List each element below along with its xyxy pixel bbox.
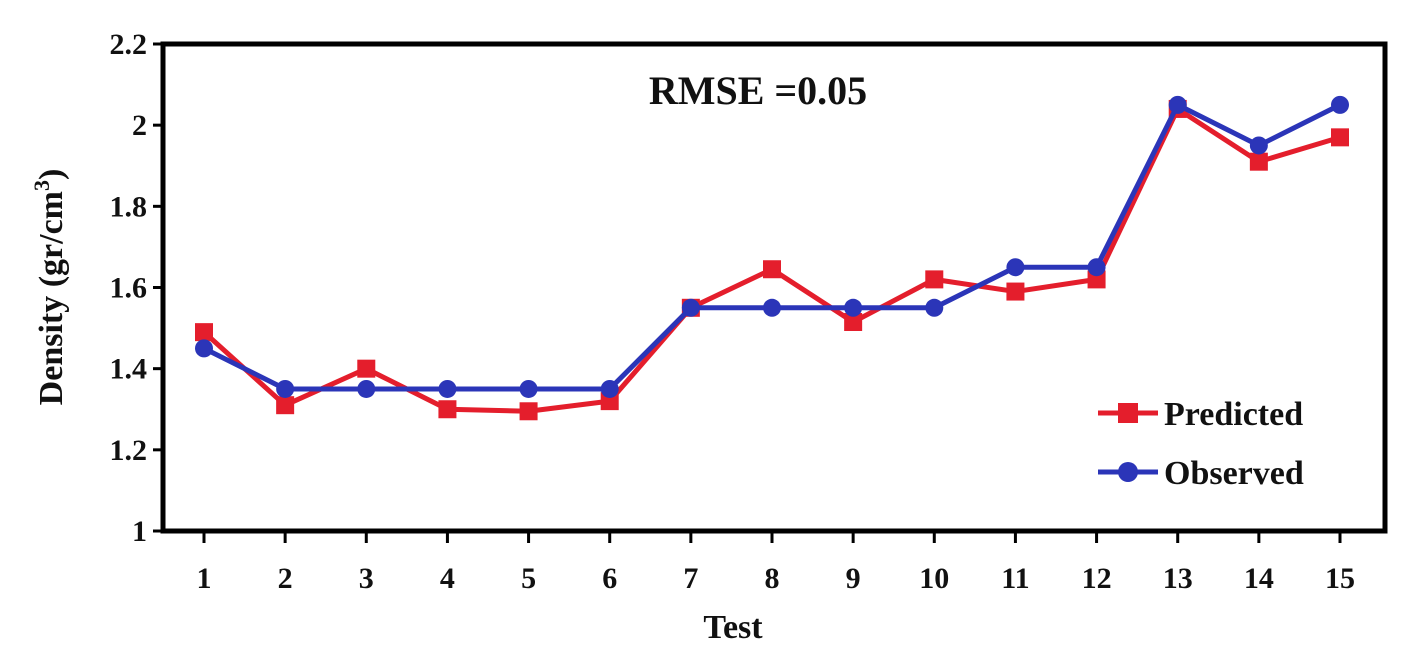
x-tick-label: 3 xyxy=(359,562,374,595)
point-observed xyxy=(519,379,538,398)
legend-observed-marker xyxy=(1118,462,1138,482)
point-observed xyxy=(1331,95,1349,114)
point-predicted xyxy=(519,402,538,421)
y-tick-label: 1.6 xyxy=(110,272,148,305)
x-tick-label: 4 xyxy=(440,562,455,595)
y-axis-title-main: Density (gr/cm xyxy=(33,191,70,405)
y-tick-label: 2 xyxy=(132,109,147,142)
point-observed xyxy=(1168,95,1187,114)
x-tick-label: 8 xyxy=(765,562,780,595)
x-tick-label: 14 xyxy=(1244,562,1274,595)
point-observed xyxy=(438,379,457,398)
legend-item-predicted: Predicted xyxy=(1098,396,1303,433)
y-axis: 1 1.2 1.4 1.6 1.8 2 2.2 xyxy=(110,28,163,548)
point-observed xyxy=(1087,258,1106,277)
x-tick-label: 7 xyxy=(683,562,698,595)
series-observed xyxy=(195,95,1349,398)
x-tick-label: 1 xyxy=(197,562,212,595)
y-axis-title: Density (gr/cm3) xyxy=(29,169,70,406)
point-predicted xyxy=(195,323,213,342)
point-observed xyxy=(600,379,619,398)
point-observed xyxy=(844,298,863,317)
y-tick-label: 2.2 xyxy=(110,28,148,61)
x-tick-label: 11 xyxy=(1001,562,1029,595)
legend-item-observed: Observed xyxy=(1098,455,1304,492)
point-observed xyxy=(763,298,781,317)
legend-predicted-label: Predicted xyxy=(1164,396,1303,433)
x-tick-label: 9 xyxy=(846,562,861,595)
y-tick-label: 1 xyxy=(132,515,147,548)
point-predicted xyxy=(1006,282,1025,301)
point-predicted xyxy=(763,260,781,279)
x-tick-label: 13 xyxy=(1163,562,1193,595)
point-predicted xyxy=(925,270,944,289)
y-axis-title-sup: 3 xyxy=(29,180,54,191)
point-predicted xyxy=(438,400,457,419)
point-observed xyxy=(195,339,213,358)
point-predicted xyxy=(276,396,295,415)
x-tick-label: 10 xyxy=(919,562,949,595)
x-tick-label: 2 xyxy=(278,562,293,595)
y-tick-label: 1.4 xyxy=(110,353,148,386)
point-observed xyxy=(1006,258,1025,277)
point-observed xyxy=(1249,136,1268,155)
rmse-annotation: RMSE =0.05 xyxy=(649,68,867,113)
point-observed xyxy=(681,298,700,317)
point-observed xyxy=(357,379,376,398)
x-tick-label: 6 xyxy=(602,562,617,595)
point-observed xyxy=(925,298,944,317)
x-axis: 1 2 3 4 5 6 7 8 9 10 11 12 13 14 15 xyxy=(197,531,1355,595)
legend-observed-label: Observed xyxy=(1164,455,1304,492)
x-tick-label: 12 xyxy=(1082,562,1112,595)
y-axis-title-close: ) xyxy=(33,169,70,180)
point-predicted xyxy=(844,312,863,331)
y-tick-label: 1.2 xyxy=(110,434,148,467)
series-line-observed xyxy=(202,102,1342,392)
legend: Predicted Observed xyxy=(1098,396,1304,492)
x-tick-label: 15 xyxy=(1325,562,1355,595)
legend-predicted-marker xyxy=(1118,403,1138,423)
point-predicted xyxy=(357,359,376,378)
point-observed xyxy=(276,379,295,398)
x-axis-title: Test xyxy=(703,609,763,646)
point-predicted xyxy=(1331,128,1349,147)
y-tick-label: 1.8 xyxy=(110,190,148,223)
series-layer xyxy=(195,95,1349,421)
series-predicted xyxy=(195,99,1349,421)
x-tick-label: 5 xyxy=(521,562,536,595)
point-predicted xyxy=(1249,152,1268,171)
